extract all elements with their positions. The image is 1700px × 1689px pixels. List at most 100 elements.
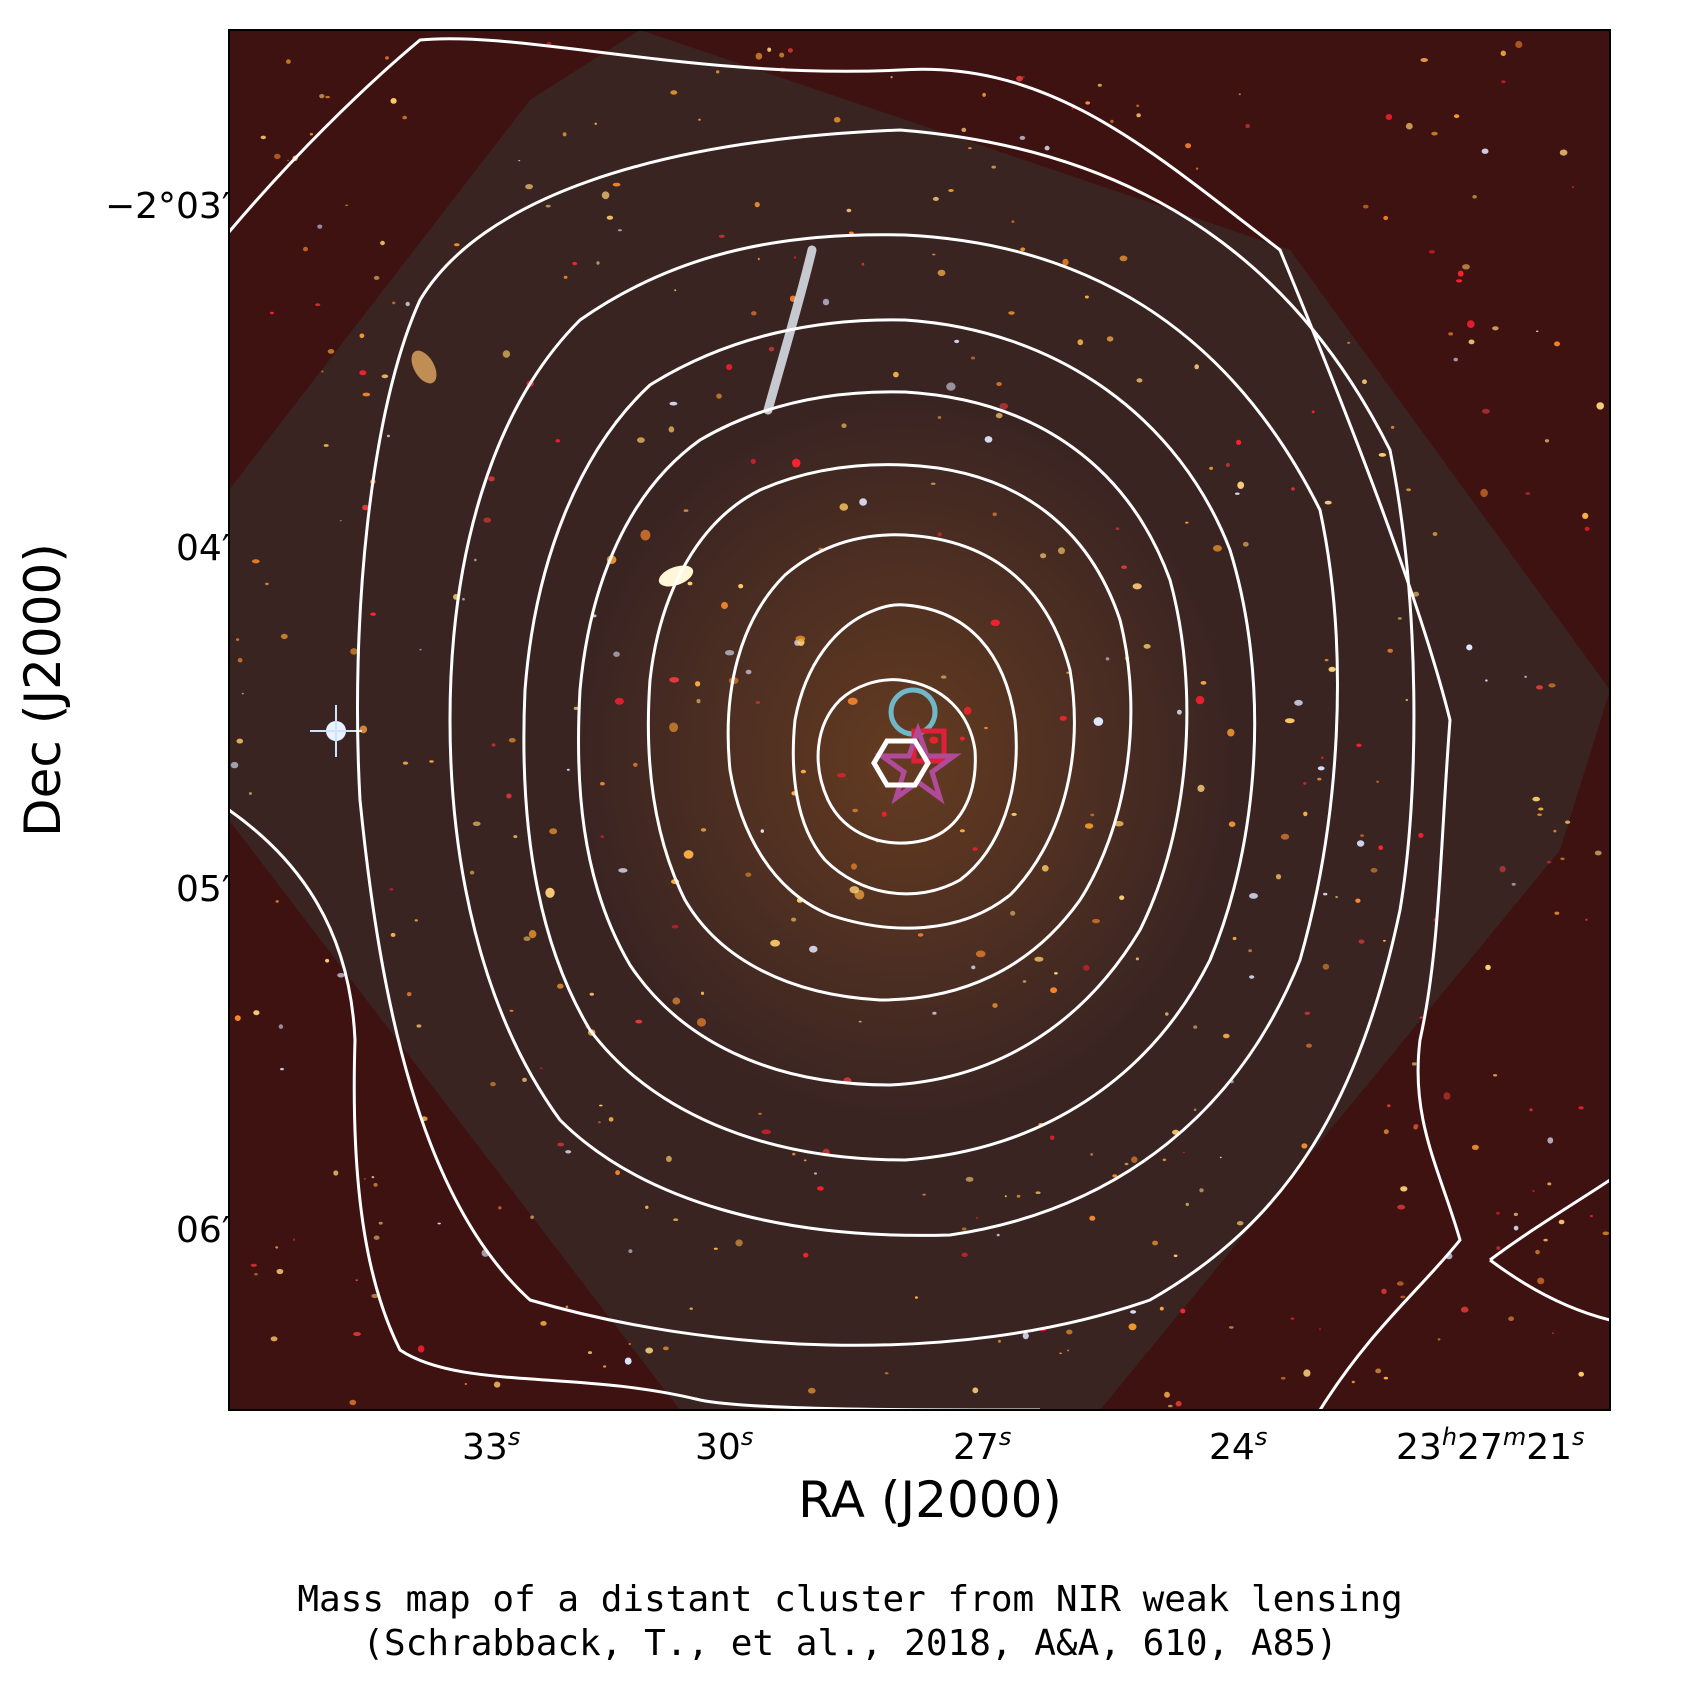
galaxy-speck	[1381, 1288, 1387, 1295]
galaxy-speck	[689, 1307, 693, 1310]
galaxy-speck	[373, 275, 380, 280]
galaxy-speck	[292, 1238, 296, 1241]
galaxy-speck	[755, 52, 763, 60]
galaxy-speck	[695, 681, 701, 687]
caption-line-1: Mass map of a distant cluster from NIR w…	[297, 1579, 1403, 1620]
galaxy-speck	[1536, 685, 1543, 690]
galaxy-speck	[961, 1227, 967, 1231]
mass-contours	[229, 37, 1610, 1410]
galaxy-speck	[946, 382, 956, 391]
galaxy-speck	[716, 70, 720, 74]
galaxy-speck	[1482, 408, 1490, 414]
y-tick-04: 04′	[176, 528, 230, 569]
galaxy-speck	[1195, 695, 1205, 705]
galaxy-speck	[1537, 1277, 1545, 1285]
galaxy-speck	[565, 1305, 569, 1309]
galaxy-speck	[598, 1121, 601, 1124]
galaxy-speck	[491, 743, 496, 747]
galaxy-speck	[1219, 1156, 1222, 1159]
galaxy-speck	[1035, 1191, 1041, 1194]
contour-level-7	[522, 318, 1257, 1162]
galaxy-speck	[608, 1117, 614, 1122]
x-axis-label: RA (J2000)	[798, 1471, 1062, 1529]
galaxy-speck	[1356, 743, 1362, 747]
galaxy-speck	[237, 657, 243, 663]
galaxy-speck	[1457, 270, 1464, 277]
galaxy-speck	[265, 582, 269, 586]
galaxy-speck	[275, 1246, 279, 1249]
galaxy-speck	[539, 1067, 543, 1070]
caption-line-2: (Schrabback, T., et al., 2018, A&A, 610,…	[362, 1623, 1338, 1664]
galaxy-speck	[1115, 527, 1120, 530]
figure-caption: Mass map of a distant cluster from NIR w…	[0, 1578, 1700, 1666]
galaxy-speck	[1199, 1188, 1204, 1193]
galaxy-speck	[1232, 936, 1237, 941]
galaxy-speck	[1311, 410, 1315, 414]
galaxy-speck	[1180, 1308, 1186, 1314]
galaxy-speck	[791, 917, 797, 922]
galaxy-speck	[1554, 341, 1560, 347]
galaxy-speck	[601, 191, 610, 200]
galaxy-speck	[606, 215, 614, 220]
y-tick-06: 06′	[176, 1210, 230, 1251]
galaxy-speck	[1119, 255, 1128, 262]
galaxy-speck	[1228, 1326, 1234, 1329]
galaxy-speck	[839, 503, 849, 511]
galaxy-speck	[1413, 1124, 1419, 1128]
galaxy-speck	[792, 1152, 796, 1156]
galaxy-speck	[851, 863, 857, 870]
galaxy-speck	[666, 1155, 672, 1162]
galaxy-speck	[1532, 796, 1540, 802]
galaxy-speck	[600, 782, 605, 786]
galaxy-speck	[852, 808, 859, 813]
galaxy-speck	[1177, 709, 1182, 715]
galaxy-speck	[1532, 1189, 1535, 1193]
galaxy-speck	[1535, 330, 1539, 333]
galaxy-speck	[1324, 658, 1329, 662]
galaxy-speck	[600, 835, 605, 838]
galaxy-speck	[614, 697, 625, 705]
galaxy-speck	[1471, 1144, 1479, 1150]
galaxy-speck	[1467, 320, 1475, 328]
galaxy-speck	[1059, 715, 1067, 721]
galaxy-speck	[1083, 965, 1090, 971]
galaxy-speck	[808, 1387, 816, 1394]
y-axis-label: Dec (J2000)	[14, 543, 72, 837]
galaxy-speck	[982, 92, 986, 97]
galaxy-speck	[1508, 1316, 1514, 1321]
contour-level-12	[816, 678, 977, 845]
galaxy-speck	[1524, 675, 1527, 678]
galaxy-speck	[370, 612, 376, 616]
galaxy-speck	[1437, 1338, 1441, 1341]
galaxy-speck	[847, 697, 858, 705]
galaxy-speck	[1193, 1025, 1198, 1029]
galaxy-speck	[1323, 892, 1328, 896]
galaxy-speck	[937, 532, 942, 537]
image-frame	[228, 29, 1611, 1411]
galaxy-speck	[745, 669, 752, 675]
galaxy-speck	[502, 350, 511, 358]
galaxy-speck	[589, 992, 594, 996]
contour-level-2	[229, 808, 1041, 1410]
galaxy-speck	[380, 240, 385, 246]
galaxy-speck	[1358, 939, 1365, 944]
galaxy-speck	[1301, 1143, 1308, 1149]
galaxy-speck	[278, 1024, 284, 1029]
galaxy-speck	[998, 1339, 1001, 1343]
galaxy-speck	[1513, 1212, 1518, 1216]
galaxy-speck	[1396, 1281, 1404, 1286]
galaxy-speck	[1067, 1349, 1070, 1352]
galaxy-speck	[373, 1235, 380, 1240]
galaxy-speck	[1020, 247, 1026, 252]
galaxy-speck	[1547, 1137, 1554, 1144]
galaxy-speck	[1110, 119, 1114, 123]
galaxy-speck	[767, 47, 772, 52]
galaxy-speck	[1280, 1376, 1286, 1380]
contour-level-1	[229, 37, 1462, 1410]
galaxy-speck	[490, 1081, 496, 1087]
galaxy-speck	[1406, 488, 1411, 492]
galaxy-speck	[545, 887, 555, 898]
galaxy-speck	[992, 1003, 998, 1008]
galaxy-speck	[1382, 939, 1386, 942]
galaxy-speck	[1173, 1254, 1178, 1258]
